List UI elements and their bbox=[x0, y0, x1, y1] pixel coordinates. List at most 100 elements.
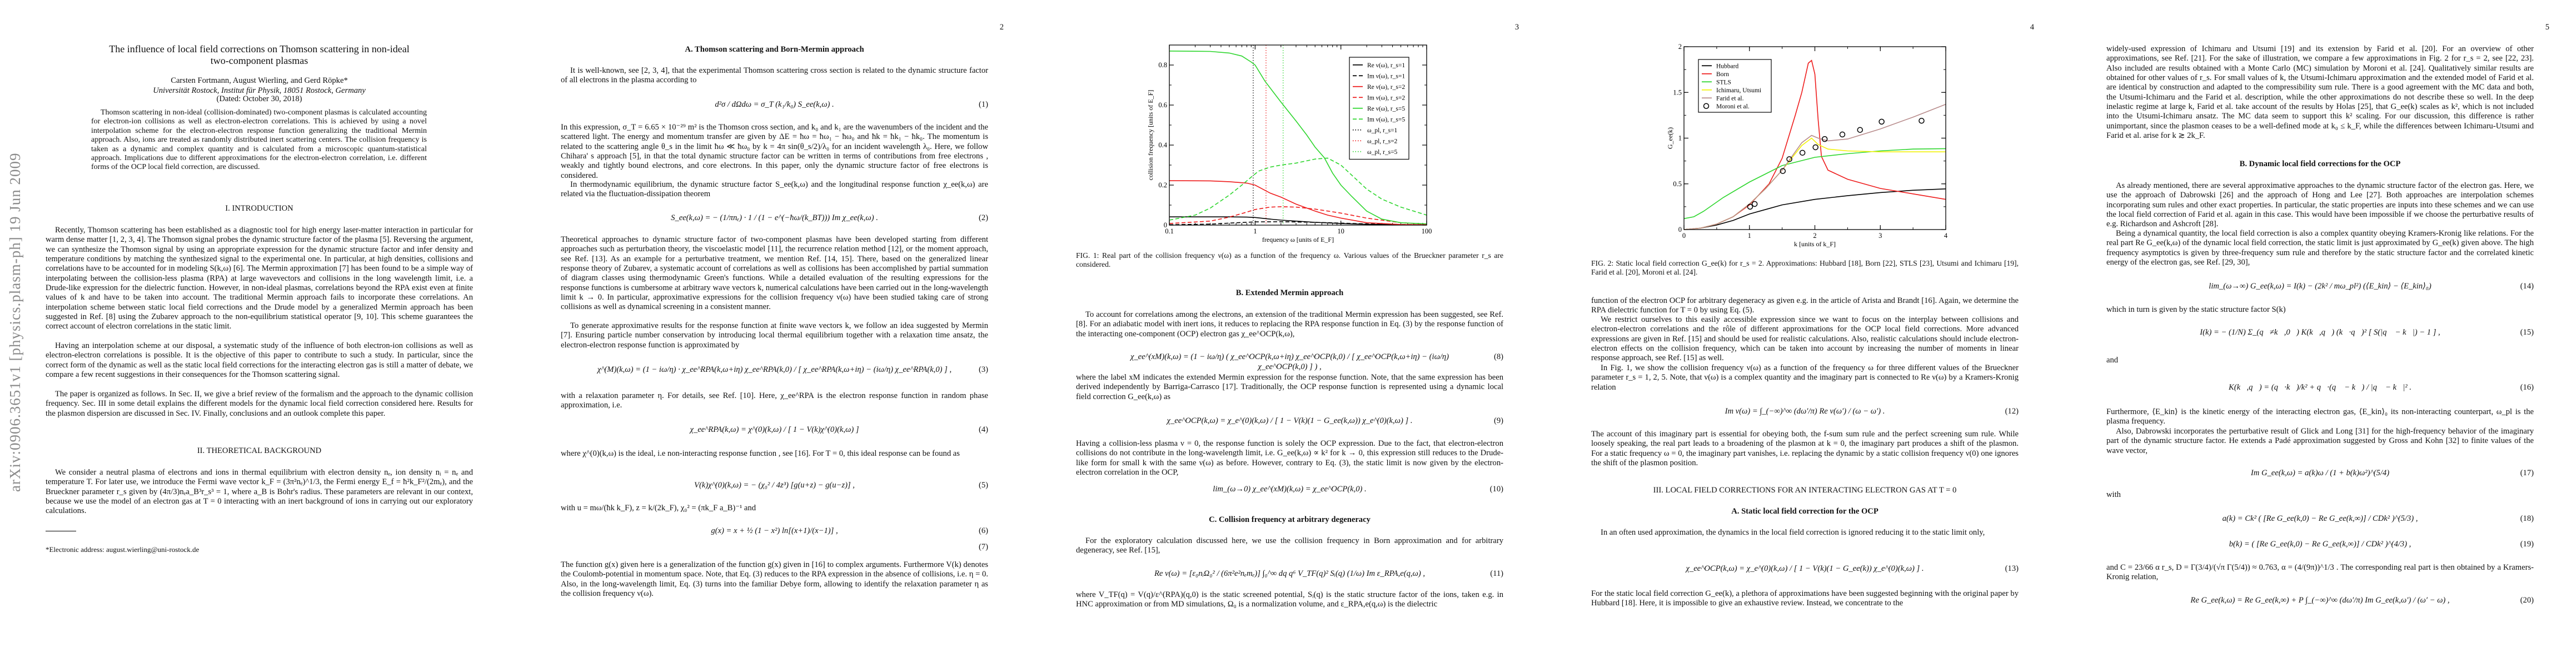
x-tick-label: 0.1 bbox=[1165, 227, 1174, 235]
legend-label: Re ν(ω), r_s=1 bbox=[1367, 62, 1405, 69]
equation-number: (12) bbox=[2005, 407, 2019, 416]
page-number: 3 bbox=[1514, 23, 1519, 32]
paragraph: The account of this imaginary part is es… bbox=[1591, 430, 2019, 468]
legend-label: Moroni et al. bbox=[1716, 103, 1750, 110]
data-point-marker bbox=[1780, 168, 1786, 174]
equation-body: S_ee(k,ω) = − (1/πnₑ) · 1 / (1 − e^(−ħω/… bbox=[671, 213, 878, 222]
equation-body: Im G_ee(k,ω) = a(k)ω / (1 + b(k)ω²)^(5/4… bbox=[2250, 469, 2390, 477]
legend-label: Ichimaru, Utsumi bbox=[1716, 87, 1761, 94]
paragraph: For the exploratory calculation discusse… bbox=[1076, 536, 1503, 555]
legend-marker bbox=[1703, 103, 1710, 109]
equation-number: (17) bbox=[2520, 469, 2534, 477]
paragraph: with a relaxation parameter η. For detai… bbox=[561, 391, 988, 410]
date: (Dated: October 30, 2018) bbox=[216, 94, 302, 103]
y-tick-label: 1 bbox=[1678, 135, 1682, 142]
x-tick-label: 100 bbox=[1422, 227, 1432, 235]
equation-number: (9) bbox=[1493, 416, 1503, 425]
equation-body: K(k⃗,q⃗) = (q⃗·k⃗)/k² + q⃗·(q⃗ − k⃗) / |… bbox=[2229, 383, 2411, 392]
page-number: 2 bbox=[999, 23, 1004, 32]
x-axis-label: k [units of k_F] bbox=[1794, 240, 1836, 248]
legend-label: Im ν(ω), r_s=5 bbox=[1367, 116, 1405, 123]
paragraph: Theoretical approaches to dynamic struct… bbox=[561, 235, 988, 312]
equation-body: χ^(M)(k,ω) = (1 − iω/η) · χ_ee^RPA(k,ω+i… bbox=[597, 365, 952, 374]
equation-6: g(x) = x + ½ (1 − x²) ln[(x+1)/(x−1)] , (… bbox=[561, 526, 988, 536]
arxiv-side-stamp: arXiv:0906.3651v1 [physics.plasm-ph] 19 … bbox=[7, 152, 23, 492]
x-tick-label: 4 bbox=[1944, 232, 1948, 240]
affiliation: Universität Rostock, Institut für Physik… bbox=[153, 86, 366, 95]
section-heading: II. THEORETICAL BACKGROUND bbox=[197, 446, 322, 455]
paragraph: It is well-known, see [2, 3, 4], that th… bbox=[561, 66, 988, 85]
y-tick-label: 2 bbox=[1678, 43, 1682, 51]
equation-number: (13) bbox=[2005, 564, 2019, 573]
equation-19: b(k) = ( [Re G_ee(k,0) − Re G_ee(k,∞)] /… bbox=[2106, 539, 2534, 549]
legend-label: Hubbard bbox=[1716, 63, 1738, 69]
series-line bbox=[1169, 221, 1427, 226]
x-axis-label: frequency ω [units of E_F] bbox=[1262, 236, 1334, 243]
equation-number: (7) bbox=[978, 542, 988, 551]
equation-body: V(k)χ^(0)(k,ω) = − (χ₀² / 4z³) [g(u+z) −… bbox=[694, 481, 855, 490]
page-number: 4 bbox=[2030, 23, 2034, 32]
paragraph: Having an interpolation scheme at our di… bbox=[46, 341, 473, 380]
equation-12: Im ν(ω) = ∫_(−∞)^∞ (dω′/π) Re ν(ω′) / (ω… bbox=[1591, 406, 2019, 416]
equation-number: (15) bbox=[2520, 328, 2534, 337]
equation-20: Re G_ee(k,ω) = Re G_ee(k,∞) + P ∫_(−∞)^∞… bbox=[2106, 595, 2534, 605]
paper-title-line-1: The influence of local field corrections… bbox=[109, 43, 410, 54]
y-tick-label: 0.6 bbox=[1158, 101, 1167, 109]
equation-10: lim_(ω→0) χ_ee^(xM)(k,ω) = χ_ee^OCP(k,0)… bbox=[1076, 484, 1503, 494]
data-point-marker bbox=[1821, 136, 1828, 142]
data-point-marker bbox=[1812, 144, 1818, 151]
series-line bbox=[1169, 180, 1427, 226]
series-line bbox=[1683, 148, 1946, 220]
equation-number: (5) bbox=[978, 481, 988, 490]
x-tick-label: 1 bbox=[1748, 232, 1751, 240]
equation-body: χ_ee^(xM)(k,ω) = (1 − iω/η) ( χ_ee^OCP(k… bbox=[1130, 352, 1449, 371]
legend-label: Im ν(ω), r_s=1 bbox=[1367, 73, 1405, 79]
paragraph: where V_TF(q) = V(q)/ε^(RPA)(q,0) is the… bbox=[1076, 590, 1503, 609]
paragraph: For the static local field correction G_… bbox=[1591, 589, 2019, 608]
paragraph: which in turn is given by the static str… bbox=[2106, 305, 2286, 314]
x-tick-label: 1 bbox=[1253, 227, 1257, 235]
series-line bbox=[1683, 188, 1946, 230]
paragraph: Being a dynamical quantity, the local fi… bbox=[2106, 229, 2534, 267]
equation-body: χ_ee^OCP(k,ω) = χ_e^(0)(k,ω) / [ 1 − V(k… bbox=[1686, 564, 1924, 573]
footnote: *Electronic address: august.wierling@uni… bbox=[46, 545, 200, 554]
series-line bbox=[1683, 137, 1946, 230]
y-tick-label: 0.4 bbox=[1158, 141, 1167, 149]
equation-body: χ_ee^RPA(k,ω) = χ^(0)(k,ω) / [ 1 − V(k)χ… bbox=[690, 425, 859, 434]
data-point-marker bbox=[1799, 150, 1806, 156]
equation-13: χ_ee^OCP(k,ω) = χ_e^(0)(k,ω) / [ 1 − V(k… bbox=[1591, 564, 2019, 574]
authors: Carsten Fortmann, August Wierling, and G… bbox=[171, 76, 348, 85]
equation-number: (19) bbox=[2520, 540, 2534, 549]
equation-number: (11) bbox=[1490, 569, 1503, 578]
equation-5: V(k)χ^(0)(k,ω) = − (χ₀² / 4z³) [g(u+z) −… bbox=[561, 480, 988, 490]
paragraph: As already mentioned, there are several … bbox=[2106, 181, 2534, 229]
series-line bbox=[1169, 206, 1427, 225]
page-3: 3 0.1 1 10 100 0 0.2 0.4 0.6 0.8 frequency ω [uni… bbox=[1030, 0, 1546, 667]
paragraph: In Fig. 1, we show the collision frequen… bbox=[1591, 364, 2019, 392]
data-point-marker bbox=[1879, 118, 1885, 125]
equation-2: S_ee(k,ω) = − (1/πnₑ) · 1 / (1 − e^(−ħω/… bbox=[561, 213, 988, 223]
y-tick-label: 0.5 bbox=[1673, 180, 1682, 188]
paragraph: We restrict ourselves to this easily acc… bbox=[1591, 315, 2019, 363]
legend-label: Re ν(ω), r_s=2 bbox=[1367, 84, 1405, 91]
paragraph: where the label xM indicates the extende… bbox=[1076, 373, 1503, 401]
legend-label: Re ν(ω), r_s=5 bbox=[1367, 106, 1405, 112]
equation-body: Re G_ee(k,ω) = Re G_ee(k,∞) + P ∫_(−∞)^∞… bbox=[2190, 596, 2450, 605]
equation-number: (3) bbox=[978, 365, 988, 374]
series-line bbox=[1169, 157, 1427, 221]
paragraph: In thermodynamic equilibrium, the dynami… bbox=[561, 180, 988, 199]
equation-18: a(k) = Ck² ( [Re G_ee(k,0) − Re G_ee(k,∞… bbox=[2106, 514, 2534, 524]
equation-body: χ_ee^OCP(k,ω) = χ_e^(0)(k,ω) / [ 1 − V(k… bbox=[1167, 416, 1413, 425]
y-tick-label: 0 bbox=[1678, 226, 1682, 233]
data-point-marker bbox=[1751, 201, 1758, 207]
equation-4: χ_ee^RPA(k,ω) = χ^(0)(k,ω) / [ 1 − V(k)χ… bbox=[561, 425, 988, 435]
paragraph: with u = mω/(ħk k_F), z = k/(2k_F), χ₀² … bbox=[561, 504, 756, 512]
equation-7: (7) bbox=[561, 542, 988, 552]
legend-label: ω_pl, r_s=2 bbox=[1367, 138, 1398, 145]
equation-number: (10) bbox=[1489, 485, 1503, 494]
equation-body: Im ν(ω) = ∫_(−∞)^∞ (dω′/π) Re ν(ω′) / (ω… bbox=[1725, 407, 1885, 416]
paragraph: and bbox=[2106, 356, 2119, 365]
figure-2-local-field-correction-chart: 0 1 2 3 400.511.52k [units of k_F]G_ee(k)Hub… bbox=[1666, 43, 1948, 248]
y-tick-label: 0.8 bbox=[1158, 61, 1167, 69]
plot-frame bbox=[1169, 44, 1427, 226]
